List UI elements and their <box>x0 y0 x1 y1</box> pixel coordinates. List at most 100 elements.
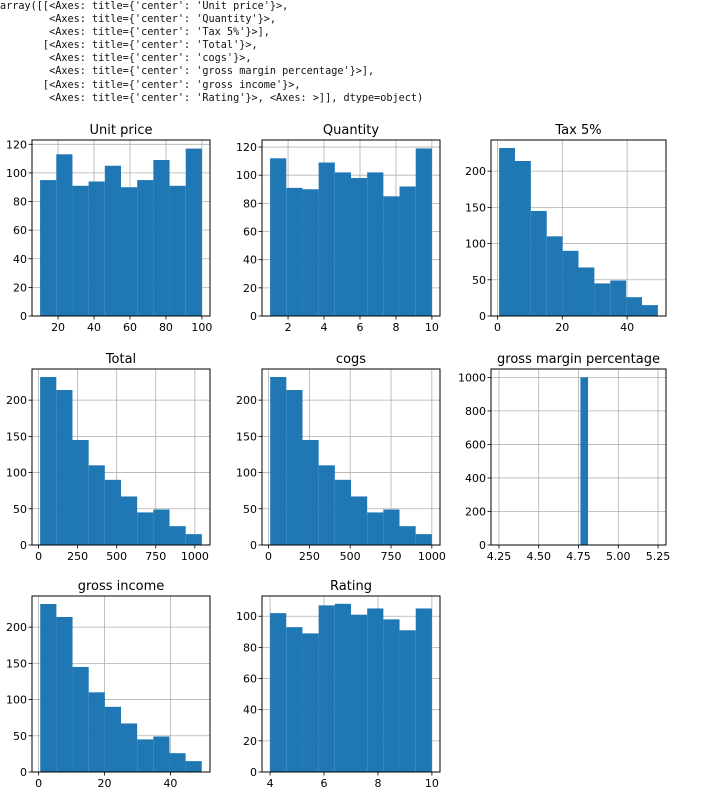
y-tick-label: 0 <box>250 766 257 779</box>
x-tick-label: 250 <box>67 550 88 563</box>
histogram-bar <box>153 736 170 772</box>
y-tick-label: 0 <box>20 310 27 323</box>
histogram-bar <box>367 608 384 772</box>
subplot-title: cogs <box>336 352 366 367</box>
histogram-bar <box>185 148 202 316</box>
histogram-bar <box>185 534 202 545</box>
histogram-bar <box>40 603 57 772</box>
cell-output-text: array([[<Axes: title={'center': 'Unit pr… <box>0 0 709 122</box>
histogram-bar <box>334 172 351 316</box>
subplot-title: Quantity <box>323 123 379 138</box>
y-tick-label: 200 <box>465 505 486 518</box>
x-tick-label: 4 <box>267 777 274 790</box>
histogram-bar <box>351 178 368 316</box>
histogram-bar <box>286 390 303 545</box>
y-tick-label: 600 <box>465 438 486 451</box>
output-line: <Axes: title={'center': 'Tax 5%'}>], <box>0 27 270 39</box>
y-tick-label: 60 <box>243 226 257 239</box>
histogram-bar <box>72 439 89 545</box>
y-tick-label: 80 <box>243 641 257 654</box>
x-tick-label: 1000 <box>181 550 209 563</box>
y-tick-label: 0 <box>250 310 257 323</box>
y-tick-label: 20 <box>243 282 257 295</box>
histogram-bar <box>383 196 400 316</box>
output-line: <Axes: title={'center': 'cogs'}>, <box>0 53 252 65</box>
y-tick-label: 200 <box>6 621 27 634</box>
histogram-bar <box>367 512 384 545</box>
x-tick-label: 40 <box>87 321 101 334</box>
x-tick-label: 6 <box>356 321 363 334</box>
histogram-bar <box>626 297 643 316</box>
y-tick-label: 60 <box>243 673 257 686</box>
y-tick-label: 200 <box>465 165 486 178</box>
y-tick-label: 50 <box>13 503 27 516</box>
histogram-bar <box>530 210 547 316</box>
y-tick-label: 50 <box>13 730 27 743</box>
histogram-bar <box>121 723 138 772</box>
histogram-bar <box>56 390 73 545</box>
subplot-title: Rating <box>330 579 372 594</box>
histogram-bar <box>137 512 154 545</box>
y-tick-label: 100 <box>236 467 257 480</box>
histogram-bar <box>121 187 138 316</box>
y-tick-label: 150 <box>465 201 486 214</box>
y-tick-label: 20 <box>243 735 257 748</box>
histogram-bar <box>185 761 202 772</box>
y-tick-label: 100 <box>465 238 486 251</box>
axes-frame <box>31 139 211 317</box>
subplot-title: gross income <box>78 579 165 594</box>
y-tick-label: 50 <box>472 274 486 287</box>
y-tick-label: 400 <box>465 472 486 485</box>
y-tick-label: 0 <box>479 310 486 323</box>
histogram-bar <box>104 706 121 772</box>
x-tick-label: 20 <box>51 321 65 334</box>
y-tick-label: 50 <box>243 503 257 516</box>
x-tick-label: 500 <box>340 550 361 563</box>
x-tick-label: 20 <box>98 777 112 790</box>
x-tick-label: 0 <box>35 550 42 563</box>
y-tick-label: 150 <box>236 430 257 443</box>
histogram-bar <box>88 465 105 545</box>
x-tick-label: 20 <box>555 321 569 334</box>
y-tick-label: 120 <box>236 141 257 154</box>
histogram-bar <box>56 617 73 772</box>
x-tick-label: 40 <box>620 321 634 334</box>
histogram-bar <box>72 185 89 316</box>
histogram-bar <box>56 154 73 316</box>
x-tick-label: 80 <box>159 321 173 334</box>
histogram-bar <box>415 534 432 545</box>
output-line: [<Axes: title={'center': 'Total'}>, <box>0 40 258 52</box>
histogram-bar <box>137 180 154 316</box>
histogram-bar <box>72 666 89 772</box>
histogram-bar <box>169 526 186 545</box>
histogram-bar <box>169 753 186 772</box>
subplot-title: Unit price <box>90 123 153 138</box>
x-tick-label: 4.25 <box>487 550 512 563</box>
histogram-bar <box>286 627 303 772</box>
histogram-bar <box>399 630 416 772</box>
x-tick-label: 0 <box>494 321 501 334</box>
y-tick-label: 100 <box>6 167 27 180</box>
histogram-bar <box>121 496 138 545</box>
histogram-bar <box>88 181 105 316</box>
x-tick-label: 750 <box>145 550 166 563</box>
x-tick-label: 8 <box>392 321 399 334</box>
x-tick-label: 8 <box>374 777 381 790</box>
x-tick-label: 5.00 <box>606 550 631 563</box>
histogram-bar <box>367 172 384 316</box>
subplot-title: Tax 5% <box>554 123 601 138</box>
x-tick-label: 40 <box>163 777 177 790</box>
axes-frame <box>261 139 441 317</box>
output-line: [<Axes: title={'center': 'gross income'}… <box>0 79 301 91</box>
histogram-bar <box>642 305 658 316</box>
histogram-bar <box>318 162 335 316</box>
histogram-bar <box>270 158 287 316</box>
y-tick-label: 40 <box>243 704 257 717</box>
y-tick-label: 100 <box>6 694 27 707</box>
output-line: <Axes: title={'center': 'Quantity'}>, <box>0 14 277 26</box>
y-tick-label: 80 <box>13 196 27 209</box>
x-tick-label: 4 <box>321 321 328 334</box>
histogram-bar <box>302 633 319 772</box>
histogram-bar <box>270 376 287 545</box>
